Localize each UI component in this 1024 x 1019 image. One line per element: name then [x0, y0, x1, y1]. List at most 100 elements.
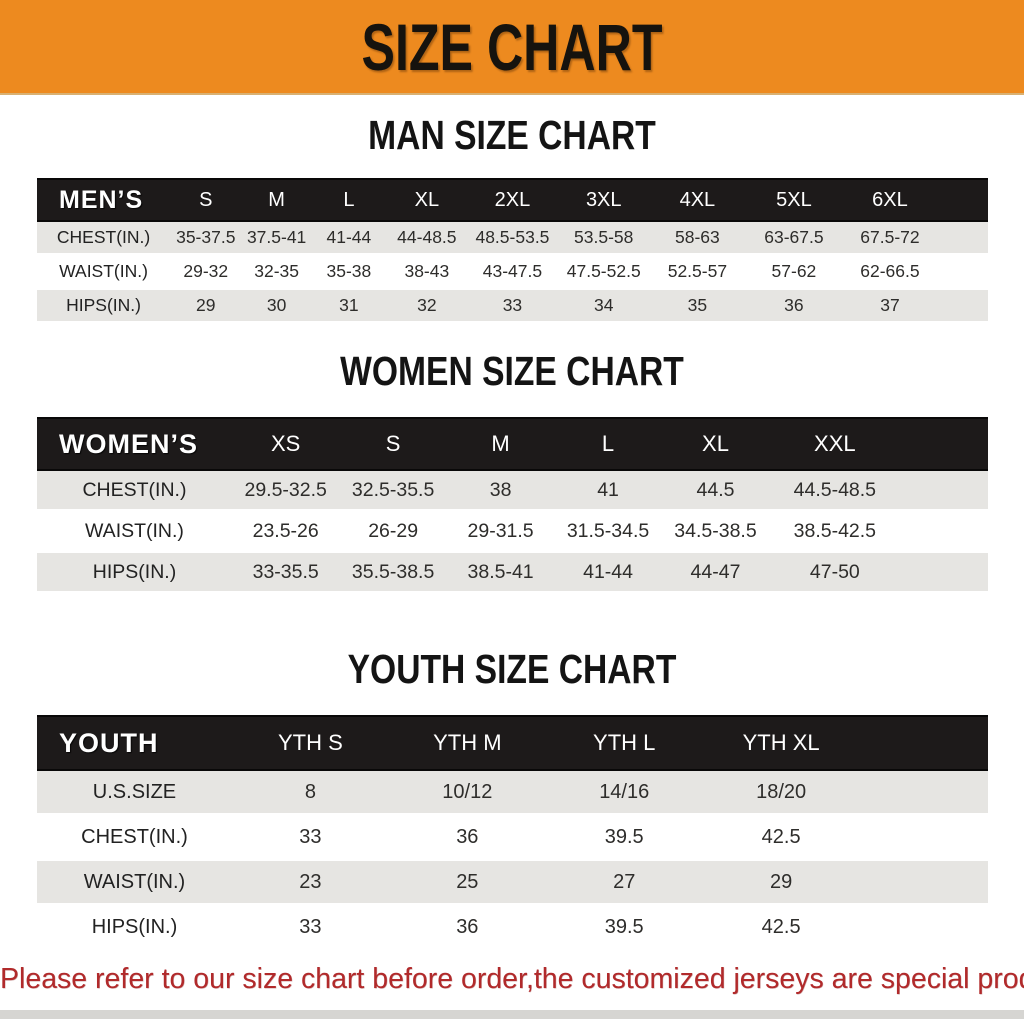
size-value-cell: 29 [170, 290, 242, 324]
table-row: HIPS(IN.) 29 30 31 32 33 34 35 36 37 [37, 290, 988, 324]
size-value-cell: 38 [446, 471, 555, 512]
filler-cell [936, 256, 988, 290]
size-value-cell: 38.5-41 [446, 553, 555, 594]
size-value-cell: 30 [241, 290, 312, 324]
page-title: SIZE CHART [361, 9, 663, 84]
size-value-cell: 39.5 [545, 906, 703, 951]
size-value-cell: 41-44 [554, 553, 662, 594]
size-column-header: S [339, 417, 447, 471]
women-size-table: WOMEN’S XS S M L XL XXL CHEST(IN.) 29.5-32.5 32.5… [37, 417, 988, 594]
size-column-header: M [241, 178, 312, 222]
row-label: HIPS(IN.) [37, 553, 232, 594]
row-label: CHEST(IN.) [37, 222, 171, 256]
size-value-cell: 38-43 [385, 256, 468, 290]
size-table-header-row: YOUTH YTH S YTH M YTH L YTH XL [37, 715, 988, 771]
size-value-cell: 31 [311, 290, 386, 324]
table-group-label: MEN’S [37, 178, 171, 222]
size-value-cell: 36 [388, 816, 546, 861]
size-value-cell: 35 [650, 290, 745, 324]
size-table-header-row: MEN’S S M L XL 2XL 3XL 4XL 5XL 6XL [37, 178, 988, 222]
row-label: U.S.SIZE [37, 771, 232, 816]
size-column-header: L [554, 417, 662, 471]
man-size-chart-section: MAN SIZE CHART MEN’S S M L XL 2XL 3XL 4XL 5XL 6XL… [0, 112, 1024, 324]
size-value-cell: 39.5 [545, 816, 703, 861]
table-group-label: WOMEN’S [37, 417, 232, 471]
size-value-cell: 42.5 [702, 816, 860, 861]
size-value-cell: 33 [231, 816, 389, 861]
size-table-header-row: WOMEN’S XS S M L XL XXL [37, 417, 988, 471]
size-value-cell: 25 [388, 861, 546, 906]
size-value-cell: 10/12 [388, 771, 546, 816]
size-value-cell: 35.5-38.5 [339, 553, 447, 594]
size-column-header: M [446, 417, 555, 471]
size-value-cell: 58-63 [650, 222, 745, 256]
size-value-cell: 27 [545, 861, 703, 906]
size-value-cell: 23.5-26 [231, 512, 340, 553]
size-value-cell: 29.5-32.5 [231, 471, 340, 512]
table-row: WAIST(IN.) 23.5-26 26-29 29-31.5 31.5-34.5 34… [37, 512, 988, 553]
filler-cell [900, 553, 988, 594]
size-value-cell: 34 [557, 290, 651, 324]
size-value-cell: 44-48.5 [385, 222, 468, 256]
size-value-cell: 48.5-53.5 [467, 222, 558, 256]
size-value-cell: 67.5-72 [843, 222, 937, 256]
filler-cell [900, 471, 988, 512]
size-value-cell: 37 [843, 290, 937, 324]
table-row: WAIST(IN.) 23 25 27 29 [37, 861, 988, 906]
size-value-cell: 29-32 [170, 256, 242, 290]
size-column-header: 4XL [650, 178, 745, 222]
size-value-cell: 38.5-42.5 [769, 512, 901, 553]
man-size-table: MEN’S S M L XL 2XL 3XL 4XL 5XL 6XL CHEST(IN.) 35-37… [37, 178, 988, 324]
size-value-cell: 63-67.5 [744, 222, 844, 256]
youth-size-chart-heading: YOUTH SIZE CHART [347, 646, 677, 692]
size-column-header: XS [231, 417, 340, 471]
row-label: CHEST(IN.) [37, 816, 232, 861]
filler-cell [900, 417, 988, 471]
size-value-cell: 47-50 [769, 553, 901, 594]
filler-cell [900, 512, 988, 553]
size-value-cell: 33-35.5 [231, 553, 340, 594]
table-row: CHEST(IN.) 33 36 39.5 42.5 [37, 816, 988, 861]
size-column-header: XXL [769, 417, 901, 471]
table-row: U.S.SIZE 8 10/12 14/16 18/20 [37, 771, 988, 816]
table-row: CHEST(IN.) 35-37.5 37.5-41 41-44 44-48.5 48.5… [37, 222, 988, 256]
size-value-cell: 14/16 [545, 771, 703, 816]
size-value-cell: 44.5-48.5 [769, 471, 901, 512]
size-value-cell: 23 [231, 861, 389, 906]
row-label: WAIST(IN.) [37, 861, 232, 906]
size-value-cell: 33 [231, 906, 389, 951]
size-value-cell: 35-37.5 [170, 222, 242, 256]
size-column-header: 3XL [557, 178, 651, 222]
size-value-cell: 44-47 [661, 553, 770, 594]
size-chart-banner: SIZE CHART [0, 0, 1024, 95]
filler-cell [936, 222, 988, 256]
size-value-cell: 57-62 [744, 256, 844, 290]
row-label: WAIST(IN.) [37, 256, 171, 290]
size-value-cell: 8 [231, 771, 389, 816]
size-value-cell: 43-47.5 [467, 256, 558, 290]
size-value-cell: 32.5-35.5 [339, 471, 447, 512]
table-row: CHEST(IN.) 29.5-32.5 32.5-35.5 38 41 44.5 44.5… [37, 471, 988, 512]
size-column-header: L [311, 178, 386, 222]
size-column-header: 5XL [744, 178, 844, 222]
size-value-cell: 53.5-58 [557, 222, 651, 256]
size-column-header: YTH S [231, 715, 389, 771]
size-column-header: YTH XL [702, 715, 860, 771]
size-value-cell: 37.5-41 [241, 222, 312, 256]
size-column-header: S [170, 178, 242, 222]
size-value-cell: 35-38 [311, 256, 386, 290]
size-value-cell: 44.5 [661, 471, 770, 512]
man-size-chart-heading: MAN SIZE CHART [368, 112, 656, 158]
table-row: WAIST(IN.) 29-32 32-35 35-38 38-43 43-47.5 47.… [37, 256, 988, 290]
row-label: CHEST(IN.) [37, 471, 232, 512]
size-value-cell: 62-66.5 [843, 256, 937, 290]
size-value-cell: 52.5-57 [650, 256, 745, 290]
table-row: HIPS(IN.) 33 36 39.5 42.5 [37, 906, 988, 951]
table-group-label: YOUTH [37, 715, 232, 771]
filler-cell [859, 861, 988, 906]
women-size-chart-section: WOMEN SIZE CHART WOMEN’S XS S M L XL XXL CHEST(… [0, 348, 1024, 594]
filler-cell [859, 771, 988, 816]
size-column-header: 6XL [843, 178, 937, 222]
size-value-cell: 34.5-38.5 [661, 512, 770, 553]
